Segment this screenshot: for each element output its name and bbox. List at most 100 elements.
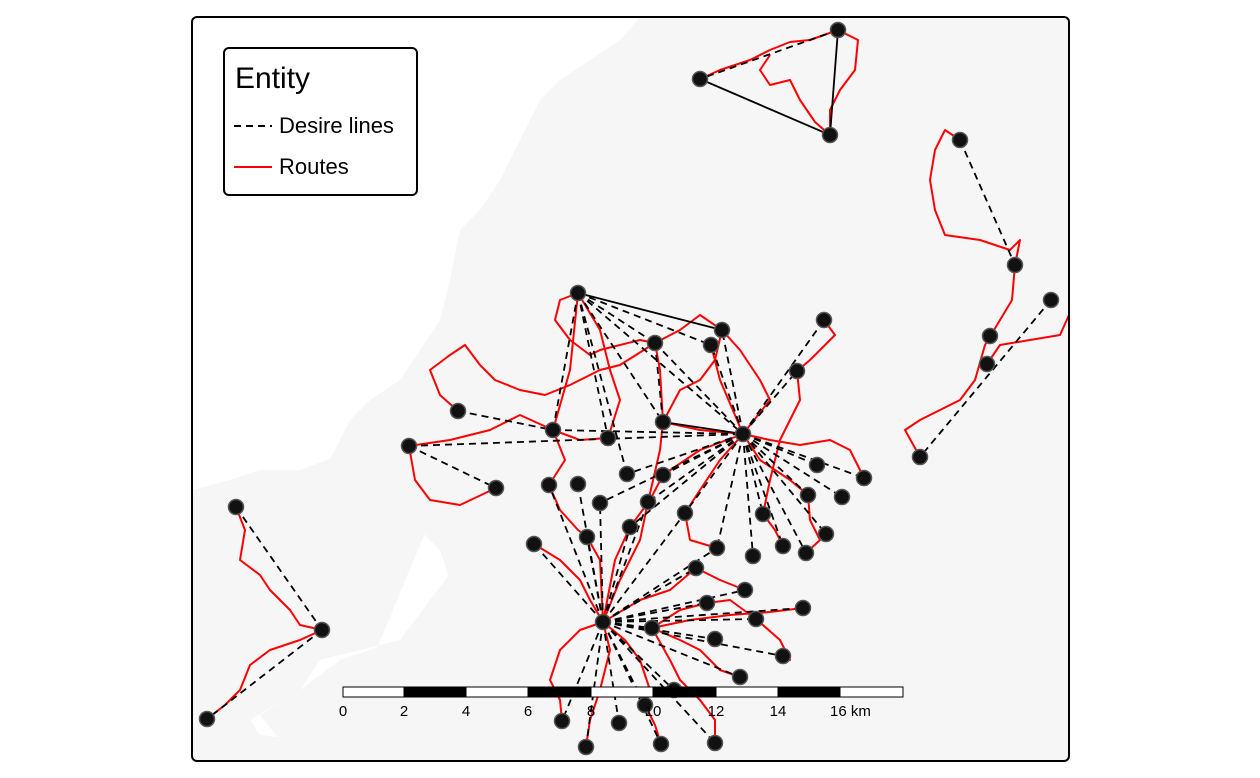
desire-line bbox=[457, 410, 554, 431]
desire-line bbox=[408, 445, 497, 489]
legend-item-routes: Routes bbox=[279, 154, 349, 179]
scale-segment bbox=[590, 686, 654, 698]
desire-lines-layer bbox=[206, 29, 1052, 748]
location-point bbox=[734, 425, 752, 443]
desire-line bbox=[602, 621, 675, 691]
location-point bbox=[654, 466, 672, 484]
desire-line bbox=[742, 433, 843, 498]
desire-line bbox=[552, 429, 744, 435]
desire-line bbox=[602, 512, 686, 623]
location-point bbox=[978, 355, 996, 373]
desire-line bbox=[742, 370, 798, 435]
desire-line bbox=[662, 421, 744, 435]
desire-line bbox=[742, 433, 754, 557]
route-line bbox=[651, 607, 804, 629]
location-point bbox=[569, 475, 587, 493]
location-point bbox=[698, 594, 716, 612]
location-point bbox=[577, 738, 595, 756]
desire-line bbox=[602, 621, 741, 678]
desire-line bbox=[626, 433, 744, 475]
location-point bbox=[794, 599, 812, 617]
location-point bbox=[817, 525, 835, 543]
location-point bbox=[569, 284, 587, 302]
location-point bbox=[639, 493, 657, 511]
route-line bbox=[699, 29, 859, 136]
location-point bbox=[654, 413, 672, 431]
legend-box bbox=[223, 47, 418, 196]
desire-line bbox=[585, 621, 604, 748]
desire-line bbox=[699, 78, 831, 136]
scale-label: 12 bbox=[708, 703, 725, 720]
desire-line bbox=[602, 621, 784, 657]
desire-line bbox=[577, 292, 656, 344]
desire-line bbox=[586, 536, 604, 623]
desire-line bbox=[408, 433, 744, 447]
scale-segment bbox=[652, 686, 717, 698]
legend-title: Entity bbox=[235, 62, 310, 95]
scale-segment bbox=[777, 686, 841, 698]
location-point bbox=[774, 537, 792, 555]
location-point bbox=[591, 494, 609, 512]
route-line bbox=[206, 506, 323, 720]
route-line bbox=[577, 292, 621, 439]
desire-line bbox=[742, 433, 827, 535]
location-point bbox=[227, 498, 245, 516]
desire-line bbox=[710, 344, 744, 435]
land-area-west bbox=[192, 505, 320, 620]
location-point bbox=[747, 610, 765, 628]
desire-line bbox=[577, 292, 744, 435]
route-line bbox=[408, 445, 497, 506]
scale-label: 6 bbox=[524, 703, 532, 720]
location-point bbox=[487, 479, 505, 497]
location-point bbox=[754, 505, 772, 523]
desire-line bbox=[721, 329, 744, 435]
desire-line bbox=[602, 618, 757, 623]
route-line bbox=[552, 292, 579, 431]
desire-line bbox=[599, 433, 744, 504]
scale-segment bbox=[403, 686, 467, 698]
location-point bbox=[774, 647, 792, 665]
location-point bbox=[643, 619, 661, 637]
route-line bbox=[742, 433, 865, 479]
location-point bbox=[553, 712, 571, 730]
scale-label: 10 bbox=[645, 703, 662, 720]
location-point bbox=[540, 476, 558, 494]
desire-line bbox=[602, 602, 708, 623]
route-line bbox=[548, 429, 604, 623]
desire-line bbox=[647, 433, 744, 503]
scale-label: 2 bbox=[400, 703, 408, 720]
desire-line bbox=[699, 29, 839, 80]
legend: Entity Desire lines Routes bbox=[223, 47, 418, 196]
desire-line bbox=[654, 342, 664, 423]
location-point bbox=[618, 465, 636, 483]
desire-line bbox=[577, 292, 628, 475]
location-point bbox=[744, 547, 762, 565]
desire-line bbox=[742, 433, 865, 479]
location-point bbox=[799, 486, 817, 504]
desire-line bbox=[602, 621, 716, 744]
location-point bbox=[736, 581, 754, 599]
location-point bbox=[981, 327, 999, 345]
scale-segment bbox=[342, 686, 405, 698]
scale-label: 8 bbox=[587, 703, 595, 720]
scale-segment bbox=[527, 686, 592, 698]
desire-line bbox=[629, 433, 744, 528]
location-point bbox=[911, 448, 929, 466]
desire-line bbox=[654, 342, 744, 435]
desire-line bbox=[742, 433, 809, 496]
desire-line bbox=[561, 621, 604, 722]
scale-label: 0 bbox=[339, 703, 347, 720]
desire-line bbox=[602, 621, 662, 745]
desire-line bbox=[235, 506, 323, 631]
location-point bbox=[702, 336, 720, 354]
desire-line bbox=[599, 502, 604, 623]
route-line bbox=[549, 621, 604, 722]
location-point bbox=[652, 735, 670, 753]
location-point bbox=[855, 469, 873, 487]
location-point bbox=[691, 70, 709, 88]
location-point bbox=[1042, 291, 1060, 309]
route-line bbox=[533, 543, 604, 623]
desire-line bbox=[533, 543, 604, 623]
location-point bbox=[449, 402, 467, 420]
scale-label: 14 bbox=[770, 703, 787, 720]
